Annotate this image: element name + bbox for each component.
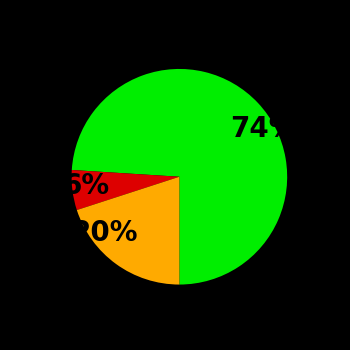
Wedge shape xyxy=(71,170,179,210)
Wedge shape xyxy=(77,177,179,285)
Text: 20%: 20% xyxy=(72,219,138,247)
Text: 74%: 74% xyxy=(230,115,297,143)
Wedge shape xyxy=(72,69,287,285)
Text: 6%: 6% xyxy=(63,172,110,200)
